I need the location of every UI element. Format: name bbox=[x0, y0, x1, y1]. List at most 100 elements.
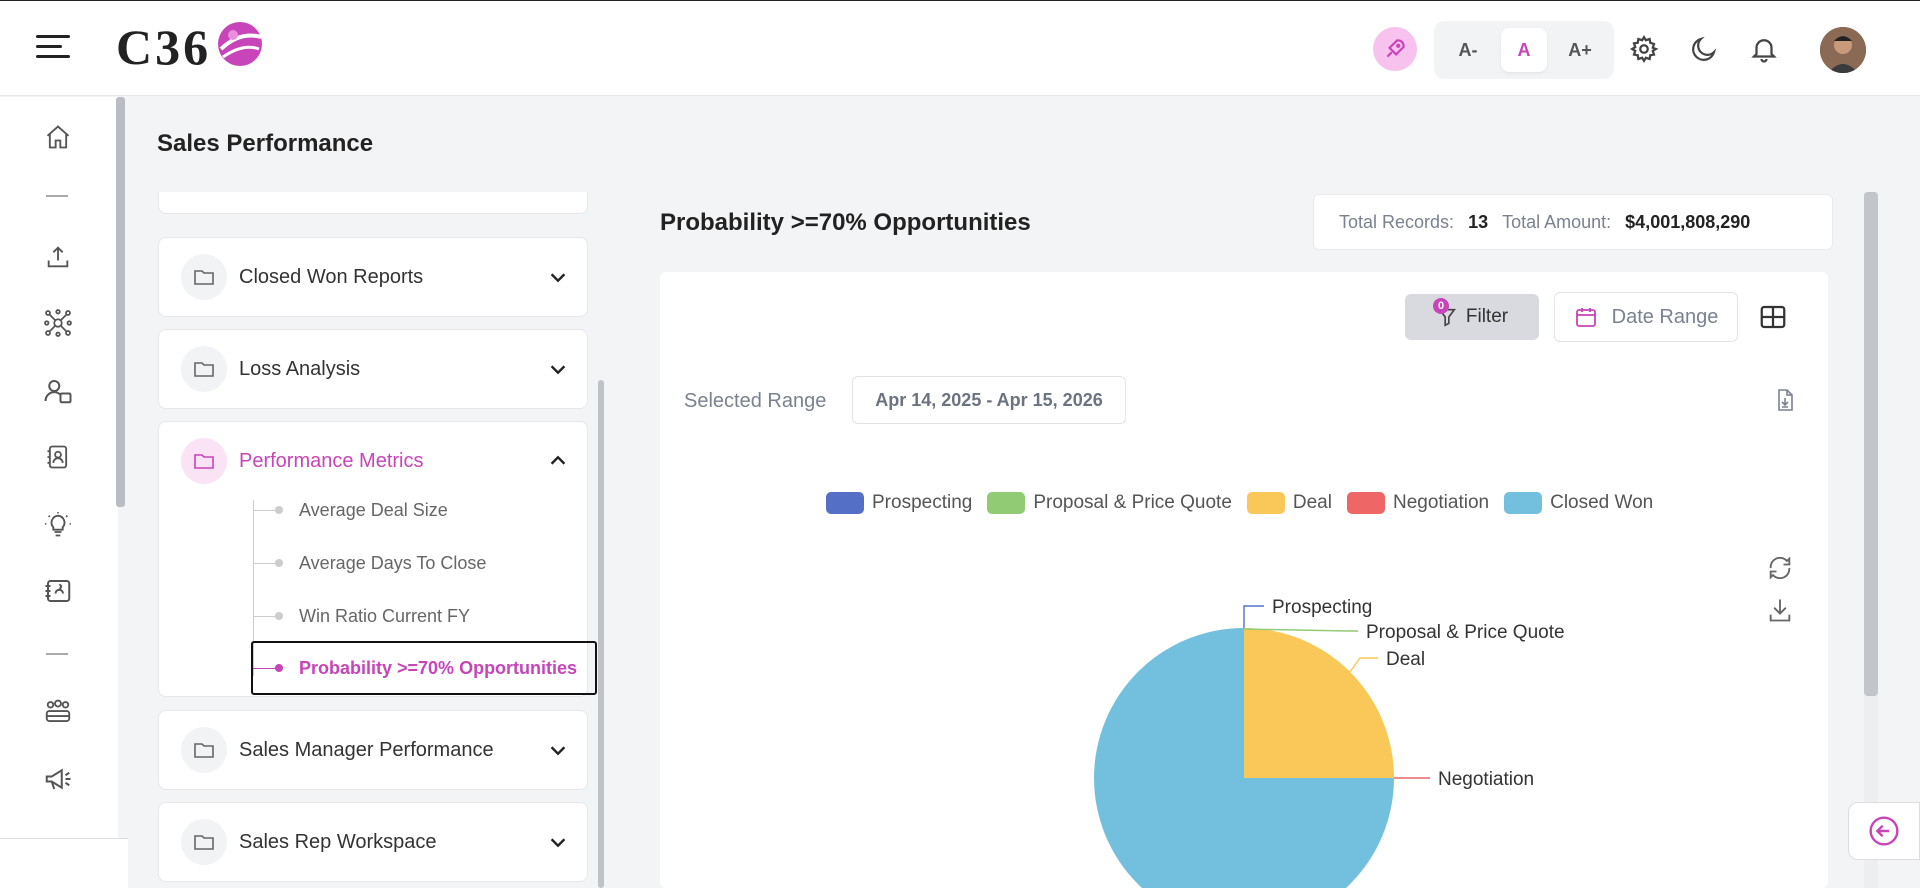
user-avatar[interactable] bbox=[1820, 27, 1866, 73]
collapse-panel-button[interactable] bbox=[1848, 802, 1920, 860]
rail-divider bbox=[46, 195, 68, 197]
menu-item-win-ratio-current-fy[interactable]: Win Ratio Current FY bbox=[253, 591, 593, 641]
menu-item-label: Probability >=70% Opportunities bbox=[299, 657, 578, 678]
total-amount-label: Total Amount: bbox=[1502, 211, 1612, 232]
menu-toggle-icon[interactable] bbox=[36, 35, 70, 63]
filter-button[interactable]: 0 Filter bbox=[1405, 294, 1539, 340]
legend-label: Prospecting bbox=[872, 492, 973, 513]
moon-icon[interactable] bbox=[1686, 31, 1722, 67]
legend-swatch bbox=[1346, 492, 1385, 514]
menu-group-closed-won-reports[interactable]: Closed Won Reports bbox=[158, 237, 588, 317]
export-file-icon[interactable] bbox=[1773, 388, 1797, 412]
callout-line bbox=[1349, 657, 1378, 673]
megaphone-icon[interactable] bbox=[40, 761, 76, 797]
report-menu: Closed Won Reports Loss Analysis Perform… bbox=[150, 192, 610, 888]
contact-card-icon[interactable] bbox=[40, 439, 76, 475]
font-decrease-button[interactable]: A- bbox=[1458, 39, 1478, 60]
home-icon[interactable] bbox=[40, 119, 76, 155]
arrow-left-circle-icon bbox=[1869, 816, 1899, 846]
pie-chart: Prospecting Proposal & Price Quote Deal Neg… bbox=[1094, 597, 1565, 888]
legend-label: Closed Won bbox=[1550, 492, 1654, 513]
menu-group-performance-metrics[interactable]: Performance Metrics Average Deal Size Av… bbox=[158, 421, 597, 697]
report-totals: Total Records: 13 Total Amount: $4,001,8… bbox=[1313, 194, 1833, 250]
contacts-book-icon[interactable] bbox=[40, 573, 76, 609]
tree-line bbox=[253, 500, 254, 676]
folder-icon bbox=[181, 727, 227, 773]
menu-group-label: Sales Rep Workspace bbox=[239, 830, 437, 853]
legend-label: Deal bbox=[1292, 492, 1332, 513]
menu-group-hidden[interactable] bbox=[158, 192, 588, 214]
refresh-icon[interactable] bbox=[1766, 554, 1794, 582]
legend-swatch bbox=[1246, 492, 1285, 514]
legend-item[interactable]: Negotiation bbox=[1346, 492, 1489, 514]
menu-item-probability-opportunities[interactable]: Probability >=70% Opportunities bbox=[251, 641, 597, 695]
report-scrollbar[interactable] bbox=[1864, 192, 1878, 888]
menu-item-label: Win Ratio Current FY bbox=[299, 605, 471, 626]
legend-swatch bbox=[826, 492, 864, 514]
folder-icon bbox=[181, 819, 227, 865]
legend-label: Proposal & Price Quote bbox=[1033, 492, 1232, 513]
user-contact-icon[interactable] bbox=[40, 373, 76, 409]
font-size-switcher: A- A A+ bbox=[1434, 21, 1614, 79]
lightbulb-icon[interactable] bbox=[40, 507, 76, 543]
chevron-down-icon[interactable] bbox=[547, 358, 569, 380]
slice-label: Prospecting bbox=[1272, 597, 1372, 618]
folder-icon bbox=[181, 254, 227, 300]
date-range-button[interactable]: Date Range bbox=[1554, 292, 1738, 342]
legend-item[interactable]: Prospecting bbox=[826, 492, 972, 514]
legend-swatch bbox=[987, 492, 1026, 514]
sidebar-rail bbox=[0, 97, 118, 888]
sidebar-scrollbar[interactable] bbox=[116, 97, 125, 507]
menu-group-label: Sales Manager Performance bbox=[239, 738, 494, 761]
callout-line bbox=[1243, 628, 1358, 632]
total-records-label: Total Records: bbox=[1339, 211, 1455, 232]
grid-view-icon[interactable] bbox=[1758, 302, 1788, 332]
filter-count-badge: 0 bbox=[1433, 298, 1449, 314]
font-normal-button[interactable]: A bbox=[1501, 28, 1547, 72]
menu-group-sales-rep-workspace[interactable]: Sales Rep Workspace bbox=[158, 802, 588, 882]
bell-icon[interactable] bbox=[1746, 31, 1782, 67]
font-increase-button[interactable]: A+ bbox=[1568, 39, 1592, 60]
menu-item-average-deal-size[interactable]: Average Deal Size bbox=[253, 485, 593, 535]
date-range-label: Date Range bbox=[1611, 305, 1719, 328]
pie-slice[interactable] bbox=[1244, 628, 1394, 778]
callout-line bbox=[1243, 605, 1264, 628]
upload-icon[interactable] bbox=[40, 239, 76, 275]
folder-icon bbox=[181, 438, 227, 484]
menu-item-label: Average Days To Close bbox=[299, 552, 487, 573]
gear-icon[interactable] bbox=[1626, 31, 1662, 67]
logo-text: C36 bbox=[116, 19, 212, 75]
filter-label: Filter bbox=[1465, 306, 1509, 327]
filter-icon bbox=[1437, 308, 1456, 327]
report-title: Probability >=70% Opportunities bbox=[660, 209, 1031, 236]
chevron-down-icon[interactable] bbox=[547, 266, 569, 288]
rocket-icon[interactable] bbox=[1373, 27, 1417, 71]
download-icon[interactable] bbox=[1766, 596, 1794, 624]
page-title: Sales Performance bbox=[157, 130, 374, 157]
pie-slice[interactable] bbox=[1094, 628, 1394, 888]
chevron-up-icon[interactable] bbox=[547, 450, 569, 472]
legend-item[interactable]: Closed Won bbox=[1504, 492, 1653, 514]
menu-group-sales-manager-performance[interactable]: Sales Manager Performance bbox=[158, 710, 588, 790]
menu-item-label: Average Deal Size bbox=[299, 499, 448, 520]
menu-scrollbar[interactable] bbox=[598, 380, 604, 888]
team-icon[interactable] bbox=[40, 693, 76, 729]
slice-label: Negotiation bbox=[1438, 769, 1534, 790]
logo-globe-icon bbox=[218, 22, 263, 66]
legend-item[interactable]: Proposal & Price Quote bbox=[987, 492, 1232, 514]
total-amount-value: $4,001,808,290 bbox=[1625, 211, 1751, 232]
app-logo[interactable]: C36 bbox=[116, 17, 265, 77]
menu-item-average-days-to-close[interactable]: Average Days To Close bbox=[253, 538, 593, 588]
network-icon[interactable] bbox=[40, 305, 76, 341]
slice-label: Proposal & Price Quote bbox=[1366, 622, 1565, 643]
rail-divider bbox=[46, 653, 68, 655]
chart-legend: Prospecting Proposal & Price Quote Deal Neg… bbox=[826, 492, 1668, 514]
legend-item[interactable]: Deal bbox=[1246, 492, 1332, 514]
report-panel: Probability >=70% Opportunities Total Re… bbox=[608, 192, 1878, 888]
menu-group-label: Closed Won Reports bbox=[239, 265, 424, 288]
chevron-down-icon[interactable] bbox=[547, 831, 569, 853]
sidebar-footer bbox=[0, 838, 128, 888]
menu-group-loss-analysis[interactable]: Loss Analysis bbox=[158, 329, 588, 409]
chevron-down-icon[interactable] bbox=[547, 739, 569, 761]
legend-swatch bbox=[1504, 492, 1543, 514]
